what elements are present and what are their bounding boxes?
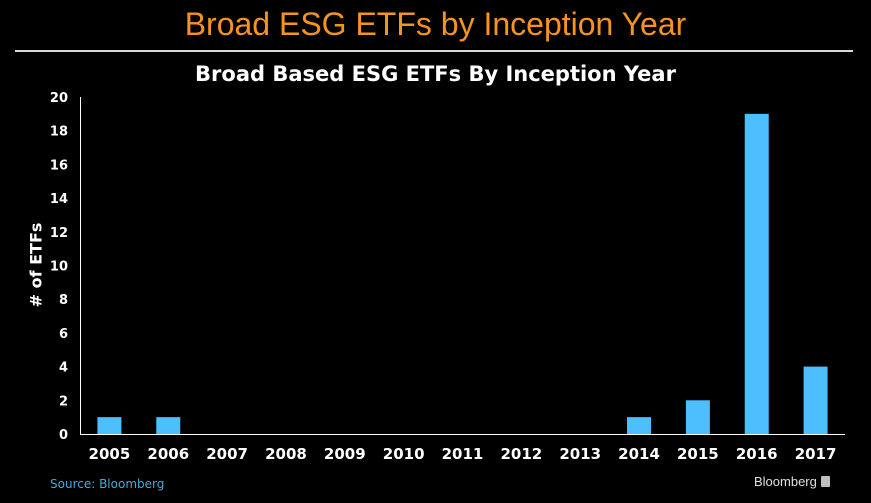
x-axis-ticks: 2005 2006 2007 2008 2009 2010 2011 2012 2013 2014… [89, 445, 837, 463]
bar-2006 [156, 417, 181, 434]
bar-2017 [803, 366, 828, 434]
x-tick-label: 2014 [618, 445, 660, 463]
x-tick-label: 2008 [265, 445, 307, 463]
x-tick-label: 2010 [383, 445, 425, 463]
x-tick-label: 2017 [795, 445, 837, 463]
y-tick-label: 10 [50, 260, 68, 275]
x-tick-label: 2006 [147, 445, 189, 463]
brand-name: Bloomberg [754, 474, 817, 489]
y-tick-label: 20 [50, 91, 68, 106]
x-tick-label: 2012 [500, 445, 542, 463]
y-tick-label: 8 [59, 293, 68, 308]
bloomberg-logo-icon [820, 476, 830, 487]
x-tick-label: 2009 [324, 445, 366, 463]
y-tick-label: 4 [59, 361, 68, 376]
page-title: Broad ESG ETFs by Inception Year [184, 6, 687, 42]
x-tick-label: 2013 [559, 445, 601, 463]
y-tick-label: 0 [59, 428, 68, 443]
y-tick-label: 2 [59, 394, 68, 409]
header-divider [15, 50, 853, 52]
chart-title: Broad Based ESG ETFs By Inception Year [195, 62, 676, 86]
bar-2016 [744, 113, 769, 434]
brand-logo: Bloomberg [754, 474, 830, 489]
bars [97, 113, 828, 434]
x-tick-label: 2005 [89, 445, 131, 463]
y-axis-ticks: 0 2 4 6 8 10 12 14 16 18 20 [50, 91, 68, 443]
x-tick-label: 2015 [677, 445, 719, 463]
x-tick-label: 2007 [206, 445, 248, 463]
x-tick-label: 2016 [736, 445, 778, 463]
source-note: Source: Bloomberg [50, 477, 165, 491]
bar-2005 [97, 417, 122, 434]
bar-2015 [685, 400, 710, 434]
y-tick-label: 6 [59, 327, 68, 342]
y-tick-label: 14 [50, 192, 68, 207]
y-tick-label: 16 [50, 158, 68, 173]
x-tick-label: 2011 [442, 445, 484, 463]
y-tick-label: 18 [50, 125, 68, 140]
bar-2014 [627, 417, 652, 434]
y-tick-label: 12 [50, 226, 68, 241]
